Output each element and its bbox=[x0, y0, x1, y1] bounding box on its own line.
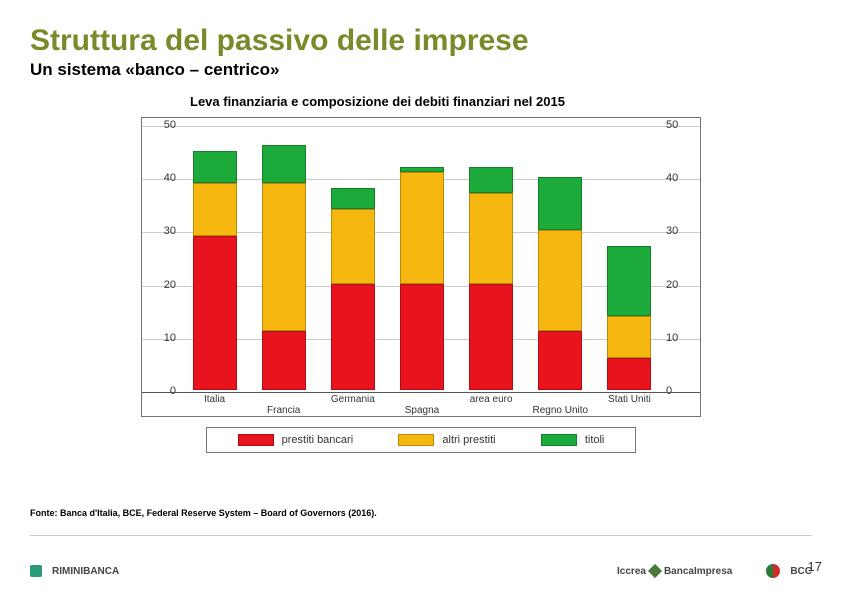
bar-group bbox=[469, 124, 513, 390]
bar-segment bbox=[607, 358, 651, 390]
ytick-right: 20 bbox=[666, 279, 698, 291]
category-label: Spagna bbox=[405, 405, 439, 416]
bar-segment bbox=[469, 284, 513, 390]
bar-segment bbox=[400, 172, 444, 284]
ytick-left: 10 bbox=[144, 332, 176, 344]
category-label: area euro bbox=[470, 394, 513, 405]
bar-segment bbox=[331, 284, 375, 390]
bar-segment bbox=[400, 284, 444, 390]
page-subtitle: Un sistema «banco – centrico» bbox=[0, 60, 842, 80]
chart-title: Leva finanziaria e composizione dei debi… bbox=[0, 80, 842, 117]
bar-segment bbox=[193, 236, 237, 390]
bar-segment bbox=[262, 331, 306, 390]
bar-segment bbox=[400, 167, 444, 172]
legend-item: prestiti bancari bbox=[238, 434, 354, 446]
page-title: Struttura del passivo delle imprese bbox=[0, 0, 842, 60]
category-label: Stati Uniti bbox=[608, 394, 651, 405]
legend-label: altri prestiti bbox=[442, 434, 495, 446]
bar-group bbox=[607, 124, 651, 390]
baseline bbox=[142, 392, 700, 393]
category-label: Regno Unito bbox=[532, 405, 588, 416]
bar-segment bbox=[469, 167, 513, 194]
ytick-left: 50 bbox=[144, 119, 176, 131]
logo-row: RIMINIBANCA Iccrea BancaImpresa BCC bbox=[30, 564, 812, 578]
legend-item: altri prestiti bbox=[398, 434, 495, 446]
ytick-right: 50 bbox=[666, 119, 698, 131]
bar-group bbox=[193, 124, 237, 390]
legend-swatch bbox=[398, 434, 434, 446]
bar-segment bbox=[331, 188, 375, 209]
legend-swatch bbox=[541, 434, 577, 446]
riminibanca-icon bbox=[30, 565, 42, 577]
bar-segment bbox=[607, 246, 651, 315]
category-label: Germania bbox=[331, 394, 375, 405]
bar-group bbox=[400, 124, 444, 390]
bcc-icon bbox=[766, 564, 780, 578]
bar-group bbox=[331, 124, 375, 390]
page-number: 17 bbox=[808, 559, 822, 574]
bar-segment bbox=[331, 209, 375, 283]
bar-segment bbox=[193, 151, 237, 183]
chart-plot-area bbox=[180, 126, 662, 390]
chart-container: 0 0 10 10 20 20 30 30 40 40 50 50 Italia Francia Germa… bbox=[141, 117, 701, 417]
footer-divider bbox=[30, 535, 812, 536]
logo-left: RIMINIBANCA bbox=[30, 565, 119, 577]
bar-segment bbox=[469, 193, 513, 283]
bar-segment bbox=[538, 177, 582, 230]
ytick-right: 40 bbox=[666, 172, 698, 184]
bar-group bbox=[538, 124, 582, 390]
ytick-right: 10 bbox=[666, 332, 698, 344]
ytick-left: 20 bbox=[144, 279, 176, 291]
legend-item: titoli bbox=[541, 434, 605, 446]
bar-segment bbox=[262, 145, 306, 182]
ytick-right: 30 bbox=[666, 225, 698, 237]
riminibanca-label: RIMINIBANCA bbox=[52, 566, 119, 577]
bar-segment bbox=[538, 230, 582, 331]
logo-right: Iccrea BancaImpresa BCC bbox=[617, 564, 812, 578]
legend-swatch bbox=[238, 434, 274, 446]
legend-label: titoli bbox=[585, 434, 605, 446]
ytick-left: 30 bbox=[144, 225, 176, 237]
source-text: Fonte: Banca d'Italia, BCE, Federal Rese… bbox=[30, 508, 377, 518]
ytick-left: 0 bbox=[144, 385, 176, 397]
category-label: Francia bbox=[267, 405, 300, 416]
category-label: Italia bbox=[204, 394, 225, 405]
iccrea-label: Iccrea BancaImpresa bbox=[617, 566, 732, 577]
legend-label: prestiti bancari bbox=[282, 434, 354, 446]
ytick-left: 40 bbox=[144, 172, 176, 184]
bar-segment bbox=[538, 331, 582, 390]
bar-segment bbox=[193, 183, 237, 236]
chart-legend: prestiti bancari altri prestiti titoli bbox=[206, 427, 636, 453]
bar-segment bbox=[262, 183, 306, 332]
bar-segment bbox=[607, 316, 651, 359]
bar-group bbox=[262, 124, 306, 390]
diamond-icon bbox=[648, 564, 662, 578]
ytick-right: 0 bbox=[666, 385, 698, 397]
